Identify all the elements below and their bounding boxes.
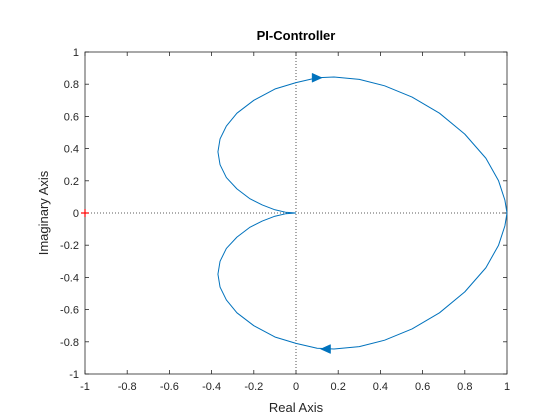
nyquist-curve-upper [217,76,508,214]
x-tick-label: 1 [504,381,510,393]
nyquist-curves [217,72,508,354]
y-tick-label: 0.4 [64,144,79,156]
x-tick-label: 0 [293,381,299,393]
direction-arrow-lower [319,344,331,354]
x-tick-label: -0.2 [244,381,263,393]
y-tick-label: -0.6 [60,305,79,317]
y-tick-label: -0.8 [60,337,79,349]
direction-arrow-upper [311,72,323,83]
y-tick-label: 0.2 [64,176,79,188]
x-tick-label: -0.4 [202,381,221,393]
markers [81,209,89,217]
axis-tick-labels: -1 -0.8 -0.6 -0.4 -0.2 0 0.2 0.4 0.6 0.8 1 1 0.8 0.6 0… [60,47,510,393]
y-tick-label: 1 [73,47,79,59]
chart-title: PI-Controller [257,28,336,43]
x-tick-label: 0.8 [457,381,472,393]
y-tick-label: 0.8 [64,79,79,91]
y-tick-label: 0.6 [64,111,79,123]
y-tick-label: -0.4 [60,272,79,284]
x-tick-label: 0.6 [415,381,430,393]
y-tick-label: 0 [73,208,79,220]
x-tick-label: 0.2 [331,381,346,393]
y-axis-label: Imaginary Axis [36,170,51,255]
x-axis-label: Real Axis [269,400,324,415]
x-tick-label: -1 [80,381,90,393]
x-tick-label: -0.6 [160,381,179,393]
x-tick-label: 0.4 [373,381,388,393]
nyquist-curve-lower [217,212,508,350]
y-tick-label: -1 [69,369,79,381]
axis-ticks [84,51,508,375]
y-tick-label: -0.2 [60,240,79,252]
x-tick-label: -0.8 [118,381,137,393]
